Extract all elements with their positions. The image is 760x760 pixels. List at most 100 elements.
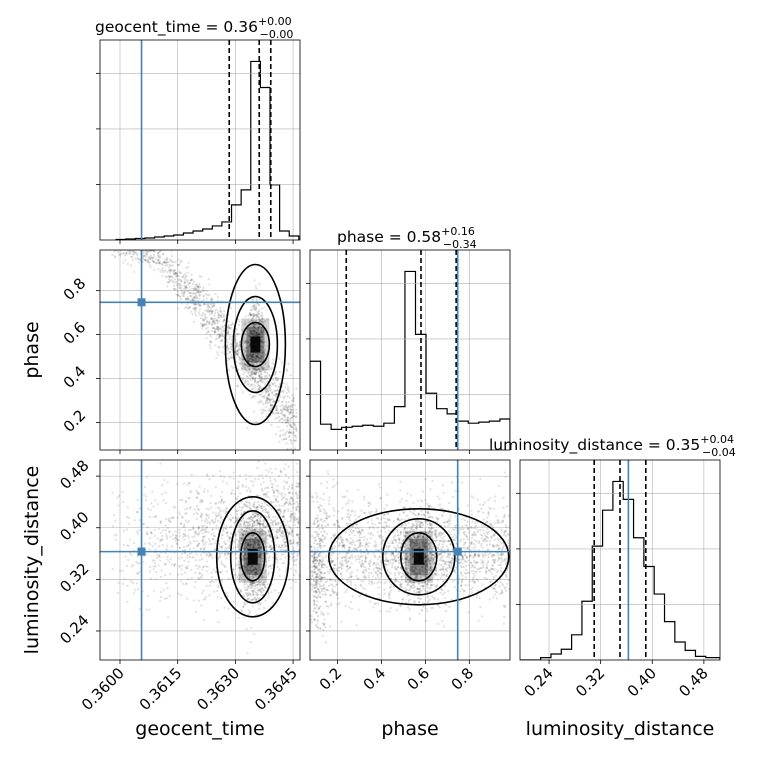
sample-point <box>283 518 286 521</box>
sample-point <box>256 522 260 525</box>
sample-point <box>327 523 330 527</box>
sample-point <box>170 250 173 252</box>
sample-point <box>274 543 278 547</box>
sample-point <box>173 563 177 566</box>
sample-point <box>342 538 345 541</box>
sample-point <box>199 530 202 533</box>
sample-point <box>206 474 209 478</box>
sample-point <box>177 592 180 595</box>
sample-point <box>217 325 220 329</box>
sample-point <box>251 570 254 573</box>
sample-point <box>268 387 271 390</box>
sample-point <box>202 565 205 568</box>
sample-point <box>259 556 262 559</box>
sample-point <box>252 359 255 362</box>
sample-point <box>267 513 271 516</box>
sample-point <box>237 318 240 321</box>
sample-point <box>272 378 275 382</box>
sample-point <box>277 591 281 594</box>
sample-point <box>121 569 124 572</box>
sample-point <box>485 535 488 539</box>
sample-point <box>295 508 298 512</box>
sample-point <box>253 528 256 531</box>
sample-point <box>212 580 215 584</box>
sample-point <box>255 356 259 359</box>
sample-point <box>240 609 243 612</box>
sample-point <box>295 411 298 415</box>
sample-point <box>345 515 349 518</box>
sample-point <box>201 568 204 571</box>
sample-point <box>166 481 169 484</box>
sample-point <box>214 293 217 296</box>
sample-point <box>245 565 248 568</box>
sample-point <box>252 581 255 585</box>
sample-point <box>379 486 382 489</box>
sample-point <box>269 564 272 567</box>
sample-point <box>143 241 145 243</box>
sample-point <box>311 565 314 568</box>
sample-point <box>157 243 159 245</box>
sample-point <box>244 566 247 569</box>
sample-point <box>297 508 300 511</box>
sample-point <box>261 583 264 586</box>
sample-point <box>279 527 282 530</box>
sample-point <box>255 334 259 337</box>
sample-point <box>246 365 249 368</box>
sample-point <box>255 361 258 364</box>
sample-point <box>135 511 139 514</box>
sample-point <box>310 545 313 549</box>
sample-point <box>253 566 257 569</box>
sample-point <box>288 431 291 434</box>
sample-point <box>218 552 221 555</box>
sample-point <box>246 354 249 357</box>
sample-point <box>335 583 338 586</box>
sample-point <box>358 539 361 542</box>
sample-point <box>191 535 194 539</box>
sample-point <box>138 518 141 522</box>
sample-point <box>220 338 224 342</box>
sample-point <box>502 506 505 509</box>
sample-point <box>483 501 486 504</box>
sample-point <box>289 527 293 530</box>
sample-point <box>268 515 271 518</box>
sample-point <box>413 509 416 512</box>
sample-point <box>448 563 451 566</box>
sample-point <box>221 490 224 493</box>
sample-point <box>293 422 296 425</box>
sample-point <box>122 247 124 249</box>
sample-point <box>418 525 422 528</box>
sample-point <box>426 582 429 586</box>
sample-point <box>248 373 251 376</box>
sample-point <box>203 542 207 546</box>
sample-point <box>168 279 172 282</box>
sample-point <box>175 534 178 537</box>
sample-point <box>277 530 281 533</box>
sample-point <box>175 242 177 244</box>
sample-point <box>257 389 261 392</box>
sample-point <box>202 619 206 622</box>
sample-point <box>143 542 146 545</box>
sample-point <box>265 516 268 519</box>
sample-point <box>246 570 249 573</box>
sample-point <box>293 427 296 430</box>
sample-point <box>199 290 203 294</box>
sample-point <box>185 274 188 277</box>
sample-point <box>252 525 255 528</box>
sample-point <box>275 376 278 379</box>
sample-point <box>181 582 185 586</box>
sample-point <box>170 254 174 258</box>
sample-point <box>464 554 467 557</box>
sample-point <box>271 522 274 525</box>
sample-point <box>368 527 371 530</box>
sample-point <box>233 573 236 576</box>
sample-point <box>258 555 261 558</box>
sample-point <box>296 518 299 521</box>
sample-point <box>208 313 212 316</box>
sample-point <box>436 518 440 521</box>
sample-point <box>246 569 250 572</box>
sample-point <box>216 506 219 509</box>
sample-point <box>242 364 245 367</box>
sample-point <box>202 286 205 289</box>
sample-point <box>259 553 263 556</box>
sample-point <box>214 512 217 515</box>
